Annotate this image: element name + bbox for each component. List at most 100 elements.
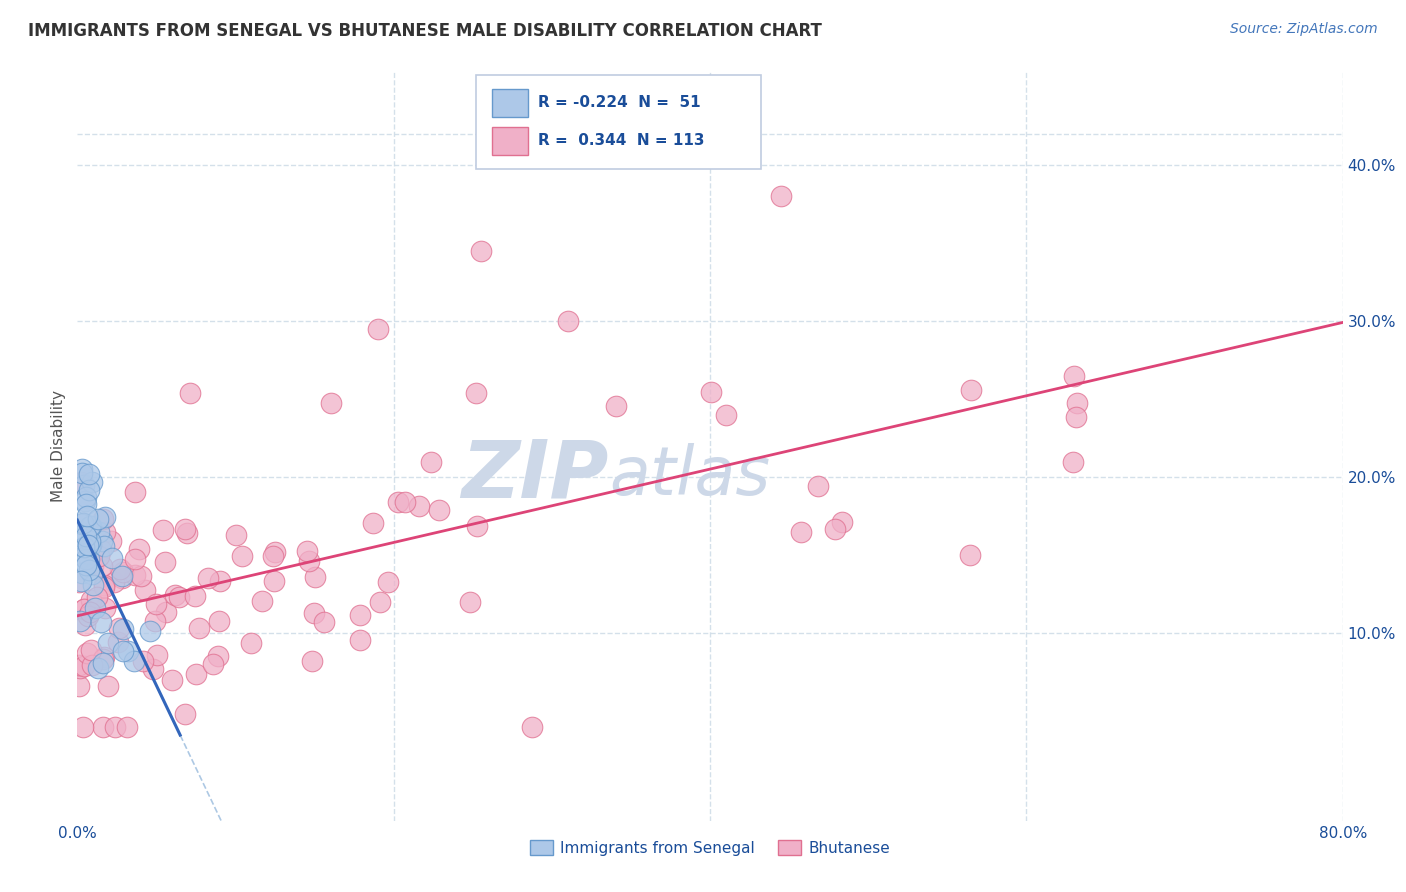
Point	[79, 483, 101, 497]
Point	[76, 646, 98, 660]
Point	[110, 562, 132, 576]
Point	[231, 549, 253, 563]
Point	[201, 657, 224, 671]
Point	[298, 554, 321, 568]
Point	[97, 635, 120, 649]
Point	[117, 644, 139, 658]
Point	[111, 622, 134, 636]
Point	[93, 578, 115, 592]
Point	[77, 467, 100, 482]
Point	[1064, 410, 1087, 425]
Point	[197, 571, 219, 585]
Point	[79, 519, 101, 533]
Point	[557, 314, 579, 328]
Point	[91, 720, 114, 734]
Point	[209, 574, 232, 588]
Point	[1066, 395, 1088, 409]
Point	[176, 525, 198, 540]
Point	[83, 601, 105, 615]
Point	[250, 594, 273, 608]
Point	[86, 511, 108, 525]
Point	[208, 614, 231, 628]
Point	[174, 522, 197, 536]
Point	[314, 615, 336, 629]
Point	[80, 593, 103, 607]
Point	[262, 549, 284, 563]
Point	[75, 491, 97, 505]
Point	[80, 519, 103, 533]
Point	[90, 558, 112, 573]
Point	[458, 595, 481, 609]
Point	[111, 644, 134, 658]
Point	[124, 552, 146, 566]
Point	[155, 606, 177, 620]
Point	[72, 720, 94, 734]
Point	[70, 517, 93, 532]
Point	[72, 547, 94, 561]
Point	[124, 485, 146, 500]
Point	[86, 590, 108, 604]
Point	[304, 606, 326, 620]
Point	[73, 549, 96, 564]
Point	[79, 539, 101, 553]
Point	[73, 540, 96, 554]
Point	[75, 552, 97, 566]
Point	[103, 720, 125, 734]
Point	[87, 661, 110, 675]
Point	[75, 529, 97, 543]
Point	[67, 657, 90, 672]
Point	[76, 508, 98, 523]
Point	[714, 408, 737, 422]
Point	[70, 467, 93, 481]
Point	[69, 660, 91, 674]
Point	[470, 244, 492, 258]
Point	[349, 632, 371, 647]
Point	[115, 720, 138, 734]
Point	[75, 558, 97, 572]
Point	[240, 636, 263, 650]
Point	[174, 706, 197, 721]
Point	[91, 651, 114, 665]
Point	[67, 575, 90, 590]
Point	[90, 543, 112, 558]
Point	[90, 615, 112, 629]
Point	[80, 642, 103, 657]
Text: IMMIGRANTS FROM SENEGAL VS BHUTANESE MALE DISABILITY CORRELATION CHART: IMMIGRANTS FROM SENEGAL VS BHUTANESE MAL…	[28, 22, 823, 40]
Point	[263, 545, 285, 559]
Point	[122, 654, 145, 668]
Point	[82, 577, 104, 591]
Point	[179, 386, 201, 401]
Point	[152, 524, 174, 538]
Point	[79, 533, 101, 548]
Point	[304, 570, 326, 584]
Point	[959, 549, 981, 563]
Point	[93, 580, 115, 594]
Point	[155, 555, 177, 569]
Point	[82, 558, 104, 573]
Point	[91, 512, 114, 526]
Point	[142, 662, 165, 676]
Point	[1063, 368, 1085, 383]
Point	[295, 544, 318, 558]
Point	[163, 588, 186, 602]
Point	[131, 569, 153, 583]
Point	[87, 549, 110, 564]
Point	[103, 574, 125, 589]
Point	[520, 720, 543, 734]
Point	[97, 679, 120, 693]
Point	[349, 608, 371, 623]
Point	[94, 524, 117, 539]
Point	[76, 538, 98, 552]
Point	[1062, 455, 1084, 469]
Point	[465, 519, 488, 533]
Point	[184, 667, 207, 681]
Point	[77, 609, 100, 624]
Point	[79, 605, 101, 619]
Point	[167, 591, 190, 605]
Point	[75, 497, 97, 511]
Text: R =  0.344  N = 113: R = 0.344 N = 113	[538, 134, 704, 148]
Point	[367, 322, 389, 336]
FancyBboxPatch shape	[492, 127, 527, 155]
Point	[73, 602, 96, 616]
Point	[82, 658, 104, 673]
